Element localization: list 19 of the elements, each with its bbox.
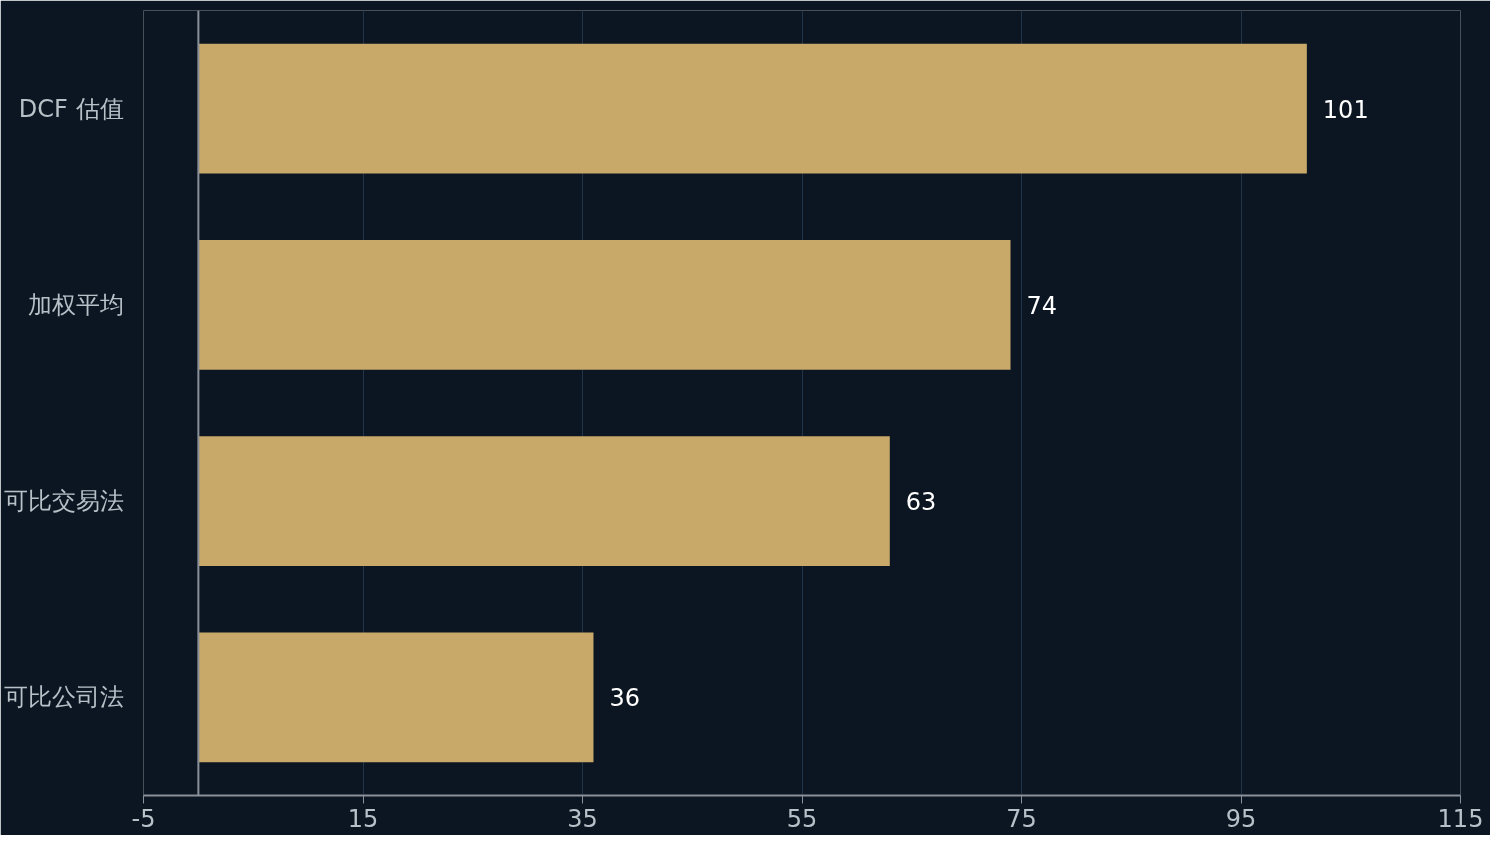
x-tick-label: -5 — [131, 804, 156, 833]
bar — [198, 240, 1011, 370]
x-tick-label: 95 — [1225, 804, 1257, 833]
x-tick-label: 115 — [1437, 804, 1484, 833]
x-tick-label: 75 — [1006, 804, 1037, 833]
data-label: 63 — [905, 488, 937, 517]
data-label: 36 — [609, 684, 641, 713]
y-tick-label: DCF 估值 — [18, 94, 124, 123]
y-tick-label: 加权平均 — [27, 290, 124, 319]
bar — [198, 436, 890, 566]
x-tick-label: 55 — [786, 804, 818, 833]
bar — [198, 632, 594, 763]
data-label: 74 — [1026, 291, 1058, 320]
y-tick-label: 可比交易法 — [3, 487, 124, 516]
x-tick-label: 35 — [567, 804, 598, 833]
bar — [198, 43, 1307, 174]
y-tick-label: 可比公司法 — [3, 683, 124, 712]
data-label: 101 — [1322, 95, 1369, 124]
x-tick-label: 15 — [347, 804, 379, 833]
